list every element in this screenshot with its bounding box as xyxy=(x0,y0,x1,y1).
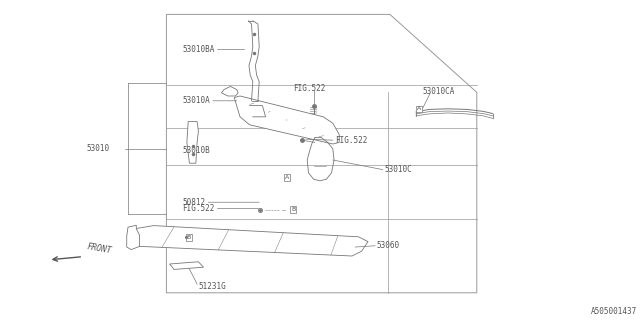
Polygon shape xyxy=(234,96,339,144)
Text: 53010C: 53010C xyxy=(384,165,412,174)
Text: FIG.522: FIG.522 xyxy=(335,136,367,145)
Polygon shape xyxy=(127,225,140,250)
Text: 53010A: 53010A xyxy=(182,96,237,105)
Text: 53010BA: 53010BA xyxy=(182,45,244,54)
Text: 53010: 53010 xyxy=(86,144,109,153)
Polygon shape xyxy=(131,226,368,256)
Text: A505001437: A505001437 xyxy=(591,307,637,316)
Polygon shape xyxy=(170,262,204,269)
Text: 53010B: 53010B xyxy=(182,146,210,155)
Polygon shape xyxy=(187,122,198,163)
Text: 53010CA: 53010CA xyxy=(422,87,455,96)
Text: 51231G: 51231G xyxy=(198,282,226,291)
Text: 53060: 53060 xyxy=(376,241,399,250)
Text: B: B xyxy=(291,207,295,212)
Text: FIG.522: FIG.522 xyxy=(182,204,259,213)
Text: FRONT: FRONT xyxy=(86,242,113,255)
Text: B: B xyxy=(187,235,191,240)
Text: 50812: 50812 xyxy=(182,198,259,207)
Text: A: A xyxy=(285,175,289,180)
Text: A: A xyxy=(417,106,421,111)
Polygon shape xyxy=(221,86,238,96)
Text: FIG.522: FIG.522 xyxy=(293,84,326,93)
